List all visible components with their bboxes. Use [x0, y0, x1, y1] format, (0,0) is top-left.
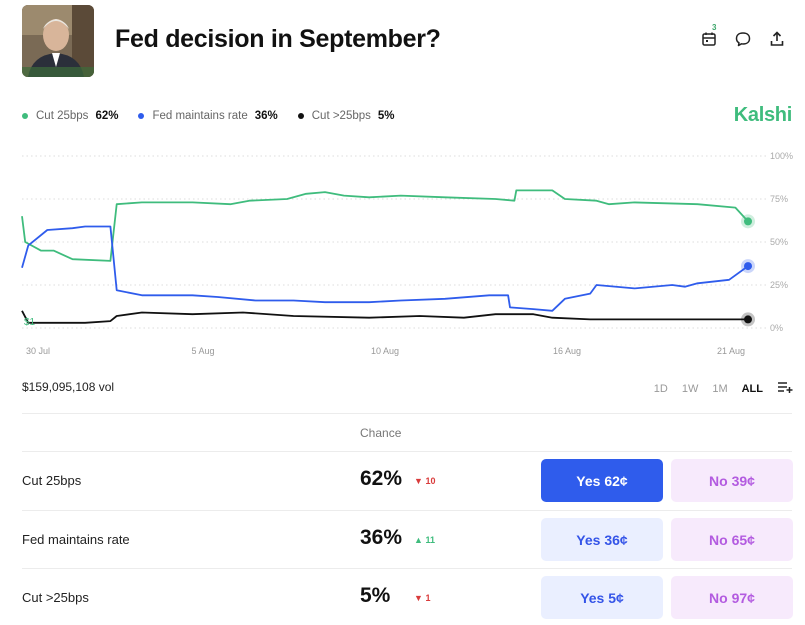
buy-no-button[interactable]: No 65¢ [671, 518, 793, 561]
series-line [21, 225, 749, 312]
range-selector: 1D 1W 1M ALL [654, 380, 793, 397]
buy-no-button[interactable]: No 97¢ [671, 576, 793, 619]
legend-label: Fed maintains rate [152, 110, 248, 122]
x-tick-label: 5 Aug [191, 346, 214, 356]
outcome-label: Fed maintains rate [22, 532, 130, 547]
outcome-row-fed-maintains-rate: Fed maintains rate 36% ▲ 11 Yes 36¢ No 6… [22, 511, 793, 569]
buy-yes-button[interactable]: Yes 62¢ [541, 459, 663, 502]
calendar-icon[interactable]: 3 [700, 23, 718, 48]
volume-text: $159,095,108 vol [22, 380, 115, 394]
x-tick-label: 10 Aug [371, 346, 399, 356]
divider [22, 568, 792, 569]
outcome-label: Cut >25bps [22, 590, 89, 605]
x-tick-label: 16 Aug [553, 346, 581, 356]
series-line [21, 310, 748, 324]
series-line [21, 189, 749, 262]
range-1d[interactable]: 1D [653, 382, 668, 395]
down-arrow-icon: ▼ [414, 593, 423, 603]
up-arrow-icon: ▲ [414, 535, 423, 545]
series-endpoint-dot [744, 315, 752, 324]
brand-logo: Kalshi [733, 104, 793, 126]
legend-label: Cut >25bps [311, 110, 371, 122]
legend-value: 36% [254, 110, 278, 122]
inline-price-label: $1 [24, 317, 36, 328]
legend-value: 62% [95, 110, 119, 122]
divider [22, 413, 792, 414]
legend-item-fed-maintains-rate: Fed maintains rate 36% [138, 110, 278, 122]
buy-no-button[interactable]: No 39¢ [671, 459, 793, 502]
y-tick-label: 25% [770, 280, 788, 290]
y-tick-label: 50% [770, 237, 788, 247]
legend-dot [297, 113, 304, 119]
divider [22, 510, 792, 511]
market-header: Fed decision in September? 3 [22, 5, 792, 77]
outcome-chance: 36% [360, 526, 403, 549]
y-tick-label: 100% [770, 151, 793, 161]
series-endpoint-dot [744, 262, 752, 271]
x-tick-label: 21 Aug [717, 346, 745, 356]
comment-icon[interactable] [734, 30, 752, 48]
buy-yes-button[interactable]: Yes 5¢ [541, 576, 663, 619]
outcome-delta: ▲ 11 [414, 535, 435, 545]
legend-label: Cut 25bps [36, 110, 89, 122]
down-arrow-icon: ▼ [414, 476, 423, 486]
chart-legend: Cut 25bps 62% Fed maintains rate 36% Cut… [22, 110, 415, 122]
range-1w[interactable]: 1W [681, 382, 699, 395]
series-endpoint-dot [744, 217, 752, 226]
legend-item-cut-over-25bps: Cut >25bps 5% [297, 110, 395, 122]
range-1m[interactable]: 1M [712, 382, 728, 395]
legend-dot [138, 113, 145, 119]
delta-value: 1 [425, 593, 431, 603]
outcome-chance: 62% [360, 467, 403, 490]
outcome-delta: ▼ 1 [414, 593, 430, 603]
outcome-delta: ▼ 10 [414, 476, 435, 486]
probability-chart[interactable]: 100% 75% 50% 25% 0% 30 Jul 5 Aug 10 Aug 16 Aug 21… [0, 145, 805, 365]
calendar-badge: 3 [712, 23, 717, 32]
y-tick-label: 75% [770, 194, 788, 204]
range-all[interactable]: ALL [741, 382, 763, 395]
delta-value: 10 [425, 476, 436, 486]
buy-yes-button[interactable]: Yes 36¢ [541, 518, 663, 561]
outcome-chance: 5% [360, 584, 391, 607]
chance-column-header: Chance [360, 426, 402, 440]
divider [22, 451, 792, 452]
outcome-row-cut-over-25bps: Cut >25bps 5% ▼ 1 Yes 5¢ No 97¢ [22, 569, 793, 625]
outcome-label: Cut 25bps [22, 473, 82, 488]
outcome-row-cut-25bps: Cut 25bps 62% ▼ 10 Yes 62¢ No 39¢ [22, 452, 793, 510]
x-tick-label: 30 Jul [26, 346, 50, 356]
page-title: Fed decision in September? [115, 25, 441, 53]
legend-value: 5% [377, 110, 395, 122]
delta-value: 11 [425, 535, 435, 545]
market-image [22, 5, 94, 77]
legend-dot [22, 113, 28, 119]
legend-item-cut-25bps: Cut 25bps 62% [22, 110, 118, 122]
y-tick-label: 0% [770, 323, 783, 333]
share-icon[interactable] [768, 30, 786, 48]
list-add-icon[interactable] [777, 380, 793, 397]
